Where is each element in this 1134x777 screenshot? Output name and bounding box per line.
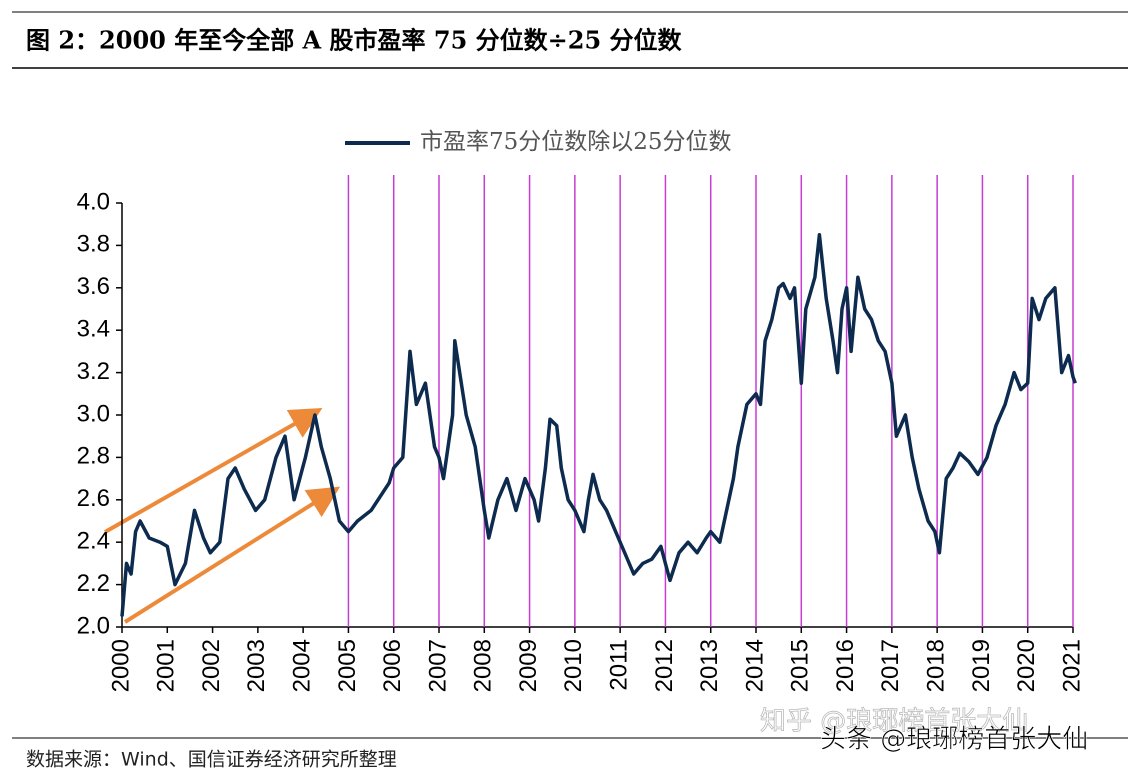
- y-tick-label: 3.2: [77, 358, 110, 385]
- x-tick-label: 2012: [651, 639, 678, 692]
- y-tick-label: 3.4: [77, 316, 110, 343]
- arrow: [123, 486, 341, 624]
- legend-label: 市盈率75分位数除以25分位数: [420, 129, 732, 155]
- x-tick-label: 2008: [470, 639, 497, 692]
- x-tick-label: 2019: [968, 639, 995, 692]
- watermark: 知乎 @琅琊榜首张大仙: [760, 707, 1028, 737]
- source: 数据来源：Wind、国信证券经济研究所整理: [26, 749, 397, 771]
- y-tick-label: 2.2: [77, 570, 110, 597]
- x-tick-label: 2000: [107, 639, 134, 692]
- y-tick-label: 2.8: [77, 443, 110, 470]
- x-tick-label: 2003: [243, 639, 270, 692]
- x-tick-label: 2002: [198, 639, 225, 692]
- x-tick-label: 2017: [877, 639, 904, 692]
- x-tick-label: 2009: [515, 639, 542, 692]
- y-tick-label: 3.6: [77, 273, 110, 300]
- x-tick-label: 2016: [832, 639, 859, 692]
- watermark: 头条 @琅琊榜首张大仙: [820, 725, 1088, 755]
- series-line: [120, 233, 1077, 617]
- x-tick-label: 2007: [424, 639, 451, 692]
- arrows: [104, 408, 341, 624]
- y-tick-label: 2.4: [77, 528, 110, 555]
- x-tick-label: 2014: [741, 639, 768, 692]
- x-tick-label: 2006: [379, 639, 406, 692]
- x-tick-label: 2021: [1058, 639, 1085, 692]
- y-tick-label: 2.6: [77, 485, 110, 512]
- chart-title: 图 2：2000 年至今全部 A 股市盈率 75 分位数÷25 分位数: [26, 26, 683, 55]
- x-tick-label: 2004: [288, 639, 315, 692]
- y-tick-label: 4.0: [77, 188, 110, 215]
- arrow: [104, 408, 323, 534]
- x-tick-label: 2015: [787, 639, 814, 692]
- x-tick-label: 2013: [696, 639, 723, 692]
- x-tick-label: 2018: [922, 639, 949, 692]
- y-tick-label: 3.0: [77, 400, 110, 427]
- x-tick-label: 2001: [153, 639, 180, 692]
- x-tick-label: 2005: [334, 639, 361, 692]
- y-tick-label: 2.0: [77, 612, 110, 639]
- y-tick-label: 3.8: [77, 231, 110, 258]
- x-tick-label: 2011: [605, 639, 632, 691]
- x-tick-label: 2010: [560, 639, 587, 692]
- x-tick-label: 2020: [1013, 639, 1040, 692]
